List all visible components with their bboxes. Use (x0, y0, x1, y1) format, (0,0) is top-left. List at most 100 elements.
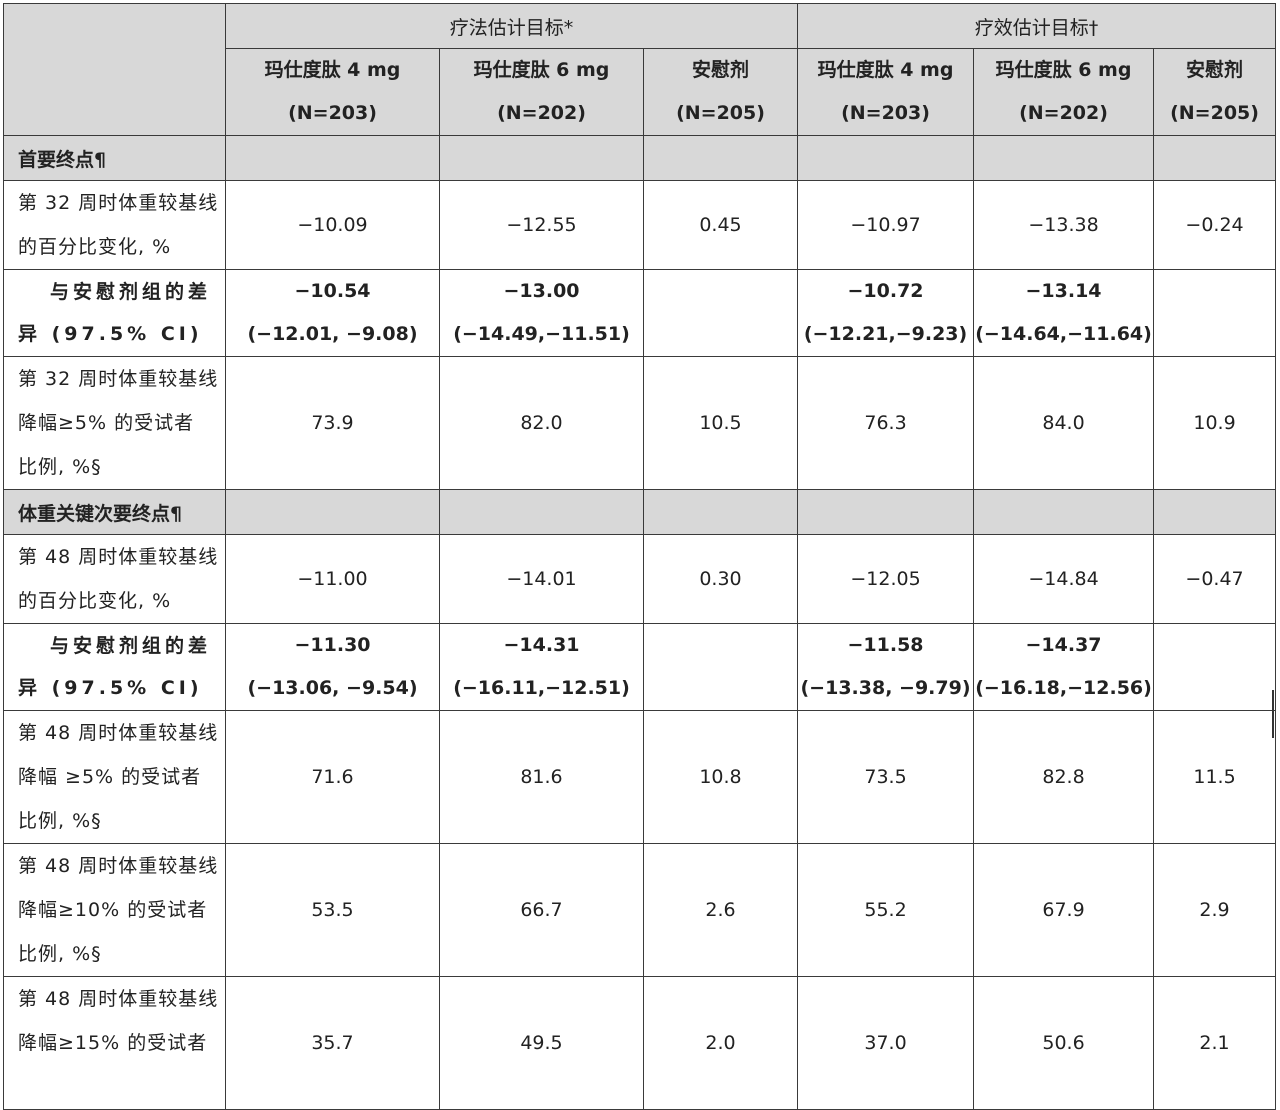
row-label-line: 第 48 周时体重较基线 (18, 855, 219, 877)
cell-value: 55.2 (864, 899, 907, 921)
cell-value: −14.01 (506, 568, 577, 590)
cell-ci: (−13.38, −9.79) (800, 677, 971, 699)
cell-value: −13.14 (1025, 280, 1102, 302)
section-empty-cell (973, 489, 1155, 535)
row-label: 第 48 周时体重较基线 降幅≥10% 的受试者 比例, %§ (3, 843, 226, 977)
section-row: 体重关键次要终点¶ (3, 489, 1277, 535)
section-title: 体重关键次要终点¶ (3, 489, 226, 535)
cell-ci: (−14.64,−11.64) (975, 323, 1152, 345)
column-n: (N=203) (288, 102, 377, 124)
value-cell (1153, 623, 1277, 711)
table-row: 第 48 周时体重较基线 降幅≥10% 的受试者 比例, %§ 53.5 66.7 2.6… (3, 843, 1277, 977)
value-cell: −13.38 (973, 180, 1155, 270)
section-empty-cell (439, 489, 644, 535)
column-n: (N=205) (676, 102, 765, 124)
value-cell: 10.8 (642, 710, 799, 844)
section-empty-cell (225, 135, 440, 181)
cell-value: 35.7 (311, 1032, 354, 1054)
value-cell: 67.9 (973, 843, 1155, 977)
cell-value: −10.97 (850, 214, 921, 236)
column-header: 玛仕度肽 6 mg (N=202) (439, 48, 644, 136)
value-cell: 53.5 (225, 843, 440, 977)
cell-value: −11.30 (294, 634, 371, 656)
row-label-line: 比例, %§ (18, 810, 102, 832)
cell-value: 2.0 (705, 1032, 736, 1054)
cell-value: −11.00 (297, 568, 368, 590)
value-cell: 35.7 (225, 976, 440, 1110)
table-row: 第 48 周时体重较基线 降幅≥15% 的受试者 35.7 49.5 2.0 37.0 5… (3, 976, 1277, 1110)
table-row: 与安慰剂组的差异 (97.5% CI) −11.30 (−13.06, −9.54)… (3, 623, 1277, 711)
cell-value: 0.30 (699, 568, 742, 590)
row-label: 第 32 周时体重较基线 的百分比变化, % (3, 180, 226, 270)
cell-value: 0.45 (699, 214, 742, 236)
value-cell (642, 269, 799, 357)
value-cell: 81.6 (439, 710, 644, 844)
results-table: 疗法估计目标* 疗效估计目标† 玛仕度肽 4 mg (N=203) 玛仕度肽 6 m… (3, 3, 1277, 1110)
value-cell: −10.09 (225, 180, 440, 270)
row-label: 与安慰剂组的差异 (97.5% CI) (3, 623, 226, 711)
value-cell: −14.84 (973, 534, 1155, 624)
value-cell: −11.00 (225, 534, 440, 624)
table-row: 第 32 周时体重较基线 的百分比变化, % −10.09 −12.55 0.45 −10… (3, 180, 1277, 270)
cell-value: 66.7 (520, 899, 563, 921)
cell-value: 2.9 (1199, 899, 1230, 921)
column-n: (N=202) (497, 102, 586, 124)
value-cell: 11.5 (1153, 710, 1277, 844)
value-cell: −13.00 (−14.49,−11.51) (439, 269, 644, 357)
row-label-line: 比例, %§ (18, 943, 102, 965)
value-cell: 76.3 (797, 356, 975, 490)
section-title: 首要终点¶ (3, 135, 226, 181)
section-empty-cell (642, 135, 799, 181)
section-empty-cell (797, 135, 975, 181)
cell-ci: (−16.18,−12.56) (975, 677, 1152, 699)
cell-value: 37.0 (864, 1032, 907, 1054)
column-name: 玛仕度肽 4 mg (817, 59, 954, 81)
value-cell: −0.47 (1153, 534, 1277, 624)
cell-value: 84.0 (1042, 412, 1085, 434)
cell-value: 81.6 (520, 766, 563, 788)
group-header-2: 疗效估计目标† (797, 3, 1277, 49)
section-empty-cell (1153, 489, 1277, 535)
text-cursor (1272, 690, 1274, 738)
cell-ci: (−16.11,−12.51) (453, 677, 630, 699)
row-label-line: 降幅 ≥5% 的受试者 (18, 766, 202, 788)
cell-ci: (−14.49,−11.51) (453, 323, 630, 345)
value-cell: 82.8 (973, 710, 1155, 844)
cell-value: 10.8 (699, 766, 742, 788)
value-cell: −12.05 (797, 534, 975, 624)
cell-value: 10.9 (1193, 412, 1236, 434)
column-name: 玛仕度肽 6 mg (473, 59, 610, 81)
row-label-line: 与安慰剂组的差 (50, 281, 212, 303)
value-cell: 10.5 (642, 356, 799, 490)
cell-value: −12.55 (506, 214, 577, 236)
column-name: 安慰剂 (692, 59, 750, 81)
section-row: 首要终点¶ (3, 135, 1277, 181)
column-header: 玛仕度肽 6 mg (N=202) (973, 48, 1155, 136)
cell-value: −10.72 (847, 280, 924, 302)
cell-value: 76.3 (864, 412, 907, 434)
row-label: 第 48 周时体重较基线 的百分比变化, % (3, 534, 226, 624)
section-empty-cell (225, 489, 440, 535)
row-label-line: 的百分比变化, % (18, 590, 172, 612)
cell-value: 73.5 (864, 766, 907, 788)
value-cell: 10.9 (1153, 356, 1277, 490)
value-cell: 2.0 (642, 976, 799, 1110)
row-label: 第 48 周时体重较基线 降幅 ≥5% 的受试者 比例, %§ (3, 710, 226, 844)
section-empty-cell (642, 489, 799, 535)
value-cell: −14.31 (−16.11,−12.51) (439, 623, 644, 711)
value-cell: 0.45 (642, 180, 799, 270)
column-n: (N=202) (1019, 102, 1108, 124)
column-name: 玛仕度肽 6 mg (995, 59, 1132, 81)
column-header: 玛仕度肽 4 mg (N=203) (797, 48, 975, 136)
row-label-line: 第 32 周时体重较基线 (18, 192, 219, 214)
value-cell: −12.55 (439, 180, 644, 270)
cell-value: −10.54 (294, 280, 371, 302)
cell-value: 10.5 (699, 412, 742, 434)
column-name: 安慰剂 (1186, 59, 1244, 81)
value-cell: 37.0 (797, 976, 975, 1110)
cell-value: −10.09 (297, 214, 368, 236)
row-label-line: 第 48 周时体重较基线 (18, 988, 219, 1010)
value-cell: 2.9 (1153, 843, 1277, 977)
cell-value: 49.5 (520, 1032, 563, 1054)
value-cell: 71.6 (225, 710, 440, 844)
